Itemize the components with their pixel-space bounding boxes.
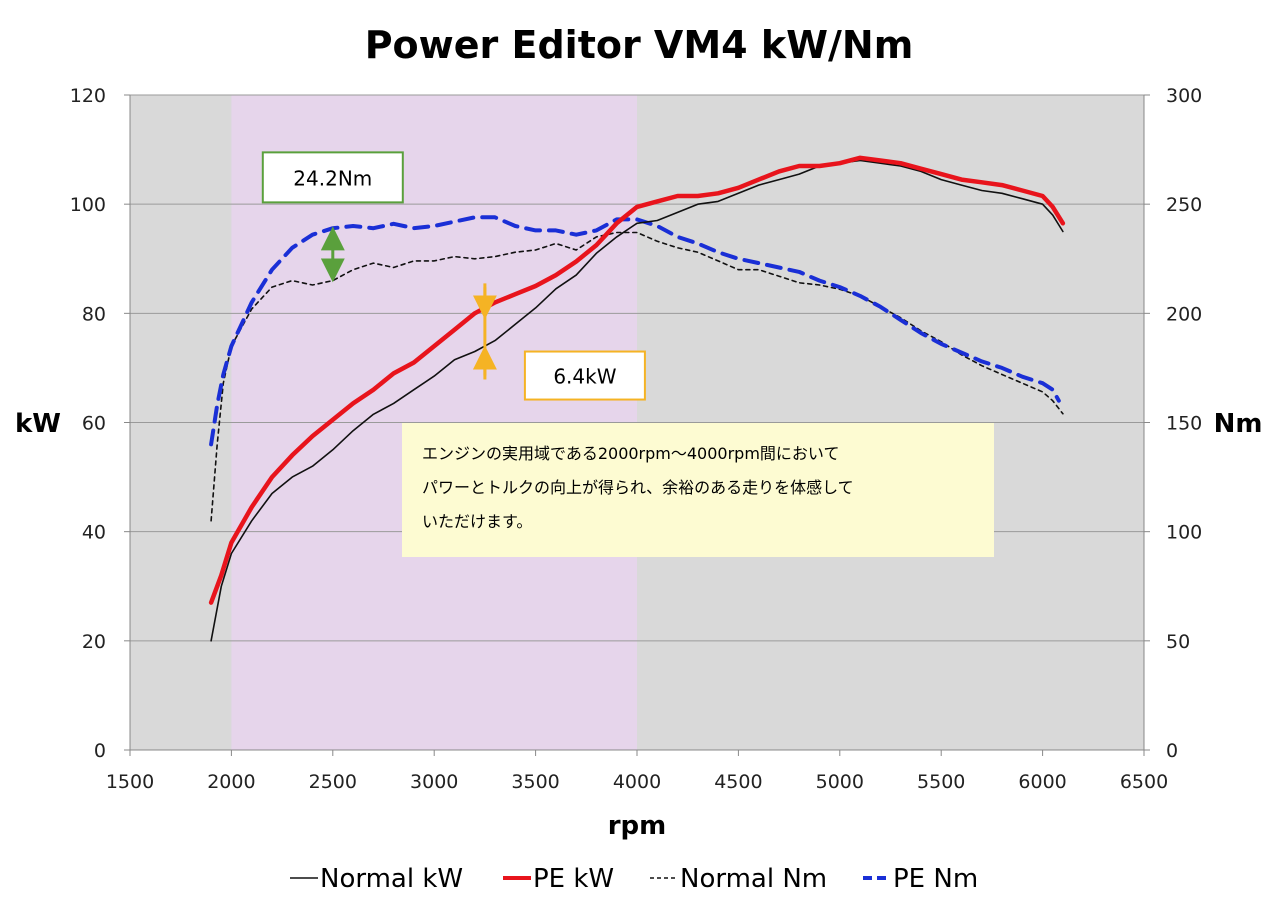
x-axis-ticks: 1500 2000 2500 3000 3500 4000 4500 5000 5500 6000… — [106, 750, 1168, 793]
annotation-layer: 24.2Nm 6.4kW エンジンの実用域である2000rpm～4000rpm間にお… — [261, 151, 994, 557]
legend-label-pe-nm: PE Nm — [893, 864, 978, 894]
legend-label-normal-nm: Normal Nm — [680, 864, 827, 894]
x-tick-label-3500: 3500 — [511, 771, 559, 793]
right-tick-label-50: 50 — [1166, 631, 1190, 653]
series-line-normal-kw — [210, 159, 1064, 642]
note-line: いただけます。 — [422, 512, 532, 531]
x-tick-label-6500: 6500 — [1120, 771, 1168, 793]
series-line-pe-kw — [208, 155, 1066, 605]
x-axis-title: rpm — [608, 811, 667, 841]
x-tick-label-4500: 4500 — [714, 771, 762, 793]
left-axis-title: kW — [15, 409, 61, 439]
right-tick-label-250: 250 — [1166, 194, 1202, 216]
x-tick-label-2000: 2000 — [207, 771, 255, 793]
left-tick-label-20: 20 — [82, 631, 106, 653]
right-tick-label-200: 200 — [1166, 303, 1202, 325]
note-line: パワーとトルクの向上が得られ、余裕のある走りを体感して — [422, 478, 854, 497]
left-tick-label-0: 0 — [94, 740, 106, 762]
left-tick-label-100: 100 — [70, 194, 106, 216]
right-axis-title: Nm — [1214, 409, 1263, 439]
legend-label-normal-kw: Normal kW — [320, 864, 463, 894]
x-tick-label-5500: 5500 — [917, 771, 965, 793]
left-tick-label-80: 80 — [82, 303, 106, 325]
left-tick-label-40: 40 — [82, 522, 106, 544]
note-line: エンジンの実用域である2000rpm～4000rpm間において — [422, 444, 839, 463]
series-line-normal-nm — [210, 231, 1064, 522]
x-tick-label-2500: 2500 — [309, 771, 357, 793]
torque-gain-label: 24.2Nm — [293, 166, 372, 190]
right-tick-label-300: 300 — [1166, 85, 1202, 107]
chart-title: Power Editor VM4 kW/Nm — [365, 23, 914, 67]
power-gain-label: 6.4kW — [553, 365, 616, 389]
right-axis-ticks: 0 50 100 150 200 250 300 — [1144, 85, 1202, 762]
left-axis-ticks: 0 20 40 60 80 100 120 — [70, 85, 130, 762]
x-tick-label-3000: 3000 — [410, 771, 458, 793]
note-box — [402, 423, 994, 557]
x-tick-label-1500: 1500 — [106, 771, 154, 793]
x-tick-label-6000: 6000 — [1018, 771, 1066, 793]
right-tick-label-100: 100 — [1166, 522, 1202, 544]
x-tick-label-5000: 5000 — [816, 771, 864, 793]
left-tick-label-120: 120 — [70, 85, 106, 107]
legend: Normal kW PE kW Normal Nm PE Nm — [290, 864, 978, 894]
right-tick-label-0: 0 — [1166, 740, 1178, 762]
torque-gain-box — [261, 151, 404, 204]
x-tick-label-4000: 4000 — [613, 771, 661, 793]
power-gain-box — [523, 350, 646, 401]
legend-label-pe-kw: PE kW — [533, 864, 614, 894]
left-tick-label-60: 60 — [82, 413, 106, 435]
right-tick-label-150: 150 — [1166, 413, 1202, 435]
